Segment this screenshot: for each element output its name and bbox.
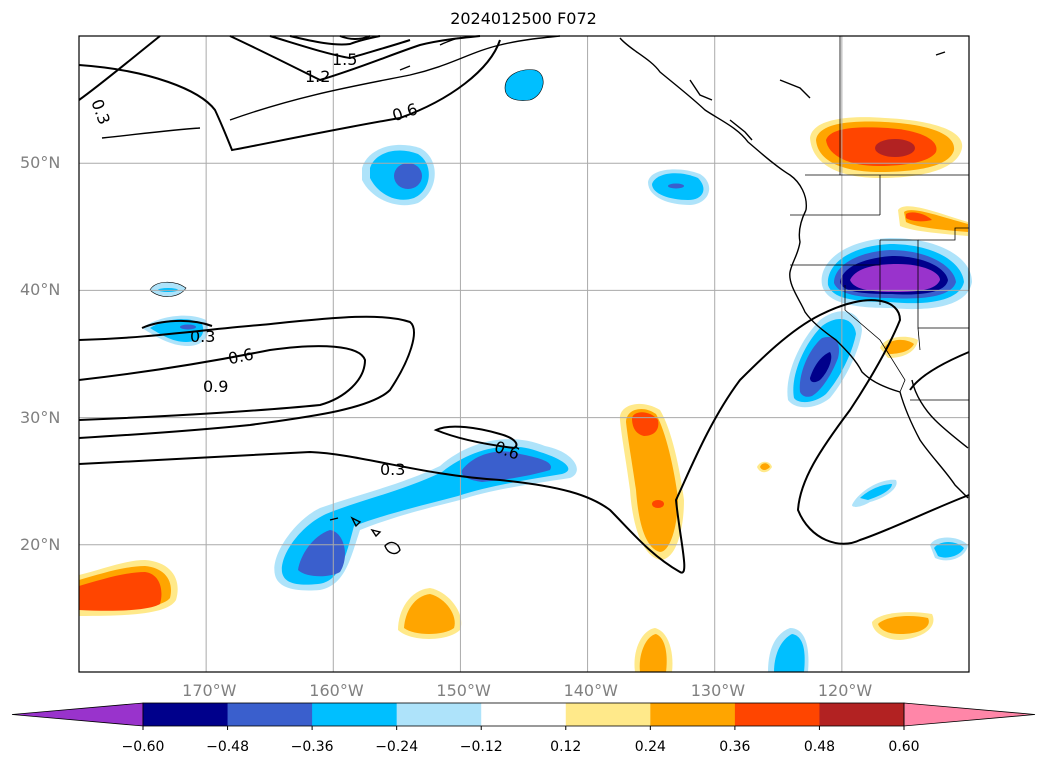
contour-label: 0.3 (380, 460, 405, 479)
colorbar-tick-label: −0.48 (206, 739, 249, 755)
colorbar-tick-label: −0.24 (375, 739, 419, 755)
lat-label: 50°N (20, 153, 61, 173)
map-title: 2024012500 F072 (450, 9, 597, 28)
colorbar-extend-max (903, 702, 1036, 727)
gridlines (79, 36, 969, 672)
lon-label: 130°W (690, 681, 746, 700)
colorbar-tick-label: 0.24 (634, 739, 666, 755)
map-frame (78, 35, 970, 673)
colorbar-segment (565, 703, 651, 726)
colorbar-extend-min (11, 702, 144, 727)
lat-label: 40°N (20, 280, 61, 300)
political-borders (790, 36, 969, 401)
colorbar-tick-label: 0.12 (550, 739, 582, 755)
contour-label: 1.5 (332, 50, 357, 69)
lon-label: 120°W (817, 681, 873, 700)
colorbar-tick-label: 0.60 (888, 739, 920, 755)
contour-labels: 1.5 1.2 0.6 0.3 0.3 0.6 0.9 0.3 0.6 (87, 50, 522, 479)
colorbar-segment (819, 703, 905, 726)
colorbar-segment (143, 703, 229, 726)
colorbar-segment (650, 703, 736, 726)
coastlines (101, 35, 969, 555)
lat-label: 30°N (20, 407, 61, 427)
colorbar-tick-label: −0.12 (459, 739, 503, 755)
colorbar-segment (481, 703, 567, 726)
colorbar-segment (227, 703, 313, 726)
colorbar-tick-label: −0.36 (290, 739, 334, 755)
contour-label: 0.3 (190, 327, 215, 346)
colorbar-segment (312, 703, 398, 726)
lat-label: 20°N (20, 534, 61, 554)
colorbar-segment (396, 703, 482, 726)
contour-lines (78, 35, 970, 574)
lon-label: 160°W (309, 681, 364, 700)
contour-label: 1.2 (305, 67, 330, 86)
colorbar-segment (734, 703, 820, 726)
lon-label: 140°W (563, 681, 618, 700)
colorbar-tick-label: −0.60 (121, 739, 165, 755)
colorbar (11, 702, 1036, 730)
lon-label: 150°W (436, 681, 491, 700)
colorbar-tick-label: 0.36 (719, 739, 751, 755)
contour-label: 0.9 (203, 377, 228, 396)
colorbar-tick-label: 0.48 (803, 739, 836, 755)
colorbar-border (142, 702, 905, 727)
shaded-anomalies (79, 69, 972, 672)
contour-label: 0.6 (226, 344, 255, 368)
lon-label: 170°W (182, 681, 237, 700)
